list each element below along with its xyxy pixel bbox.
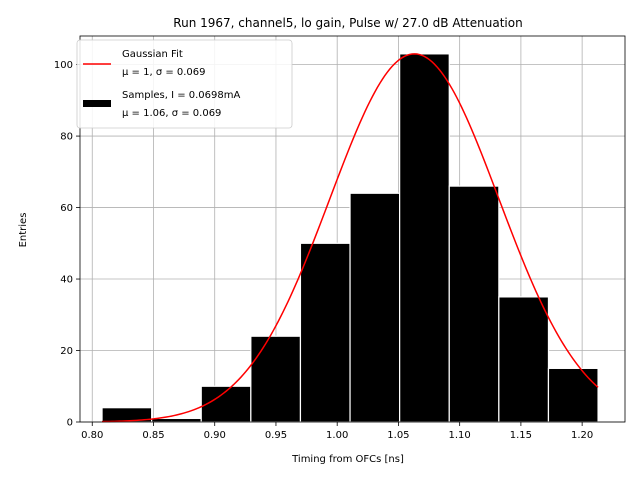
plot-frame bbox=[79, 35, 626, 423]
y-axis-label: Entries bbox=[18, 213, 29, 248]
y-tick-label: 60 bbox=[60, 203, 73, 214]
y-tick-label: 20 bbox=[60, 346, 73, 357]
x-tick-label: 1.15 bbox=[510, 430, 532, 441]
axis-ticks: 0.80 0.85 0.90 0.95 1.00 1.05 1.10 1.15 1.20 0 20 4… bbox=[54, 60, 593, 441]
x-tick-label: 1.20 bbox=[571, 430, 593, 441]
histogram-bars bbox=[101, 53, 599, 423]
legend-fit-label: Gaussian Fit bbox=[122, 49, 183, 60]
x-tick-label: 0.90 bbox=[204, 430, 226, 441]
x-tick-label: 1.00 bbox=[326, 430, 348, 441]
histogram-bar bbox=[399, 53, 450, 423]
x-tick-label: 1.10 bbox=[449, 430, 471, 441]
histogram-bar bbox=[349, 192, 401, 423]
legend-fit-stats: μ = 1, σ = 0.069 bbox=[122, 67, 206, 78]
y-tick-label: 100 bbox=[54, 60, 73, 71]
legend: Gaussian Fit μ = 1, σ = 0.069 Samples, I… bbox=[76, 39, 293, 129]
y-tick-label: 0 bbox=[67, 418, 73, 429]
x-tick-label: 0.80 bbox=[81, 430, 103, 441]
legend-histogram-stats: μ = 1.06, σ = 0.069 bbox=[122, 108, 221, 119]
histogram-bar bbox=[299, 242, 351, 423]
y-tick-label: 40 bbox=[60, 275, 73, 286]
histogram-bar bbox=[498, 296, 550, 423]
gaussian-fit-curve bbox=[102, 53, 599, 423]
histogram-bar bbox=[151, 417, 202, 423]
x-tick-label: 0.85 bbox=[142, 430, 164, 441]
histogram-bar bbox=[547, 367, 599, 423]
x-tick-label: 0.95 bbox=[265, 430, 287, 441]
x-axis-label: Timing from OFCs [ns] bbox=[291, 454, 404, 465]
x-tick-label: 1.05 bbox=[387, 430, 409, 441]
histogram-bar bbox=[250, 335, 302, 423]
legend-box bbox=[76, 39, 293, 129]
y-tick-label: 80 bbox=[60, 132, 73, 143]
histogram-bar bbox=[448, 185, 500, 423]
fit-curve-layer bbox=[102, 53, 599, 423]
legend-histogram-swatch bbox=[83, 100, 111, 107]
legend-histogram-label: Samples, I = 0.0698mA bbox=[122, 90, 240, 101]
chart-title: Run 1967, channel5, lo gain, Pulse w/ 27… bbox=[173, 16, 522, 30]
